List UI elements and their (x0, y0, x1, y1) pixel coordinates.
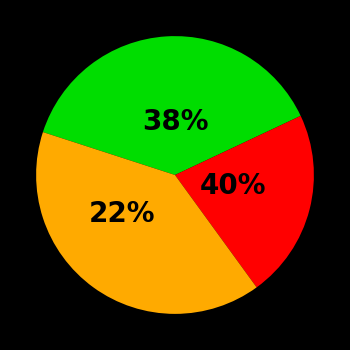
Text: 22%: 22% (89, 200, 155, 228)
Text: 38%: 38% (142, 108, 208, 136)
Wedge shape (43, 36, 301, 175)
Wedge shape (175, 116, 314, 287)
Text: 40%: 40% (200, 172, 267, 200)
Wedge shape (36, 132, 257, 314)
